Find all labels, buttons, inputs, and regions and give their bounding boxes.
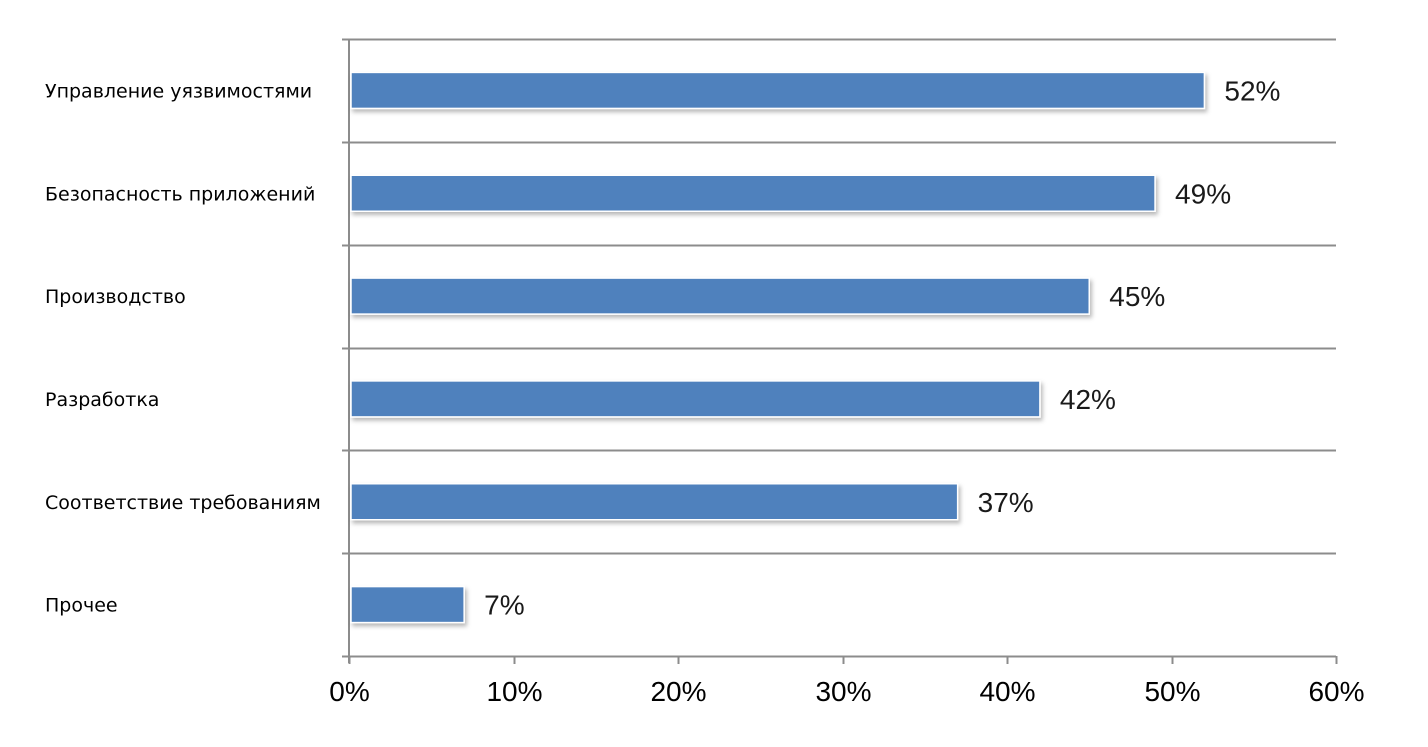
x-tick-label: 60% bbox=[1308, 676, 1364, 707]
category-label: Прочее bbox=[45, 595, 118, 617]
x-tick-label: 10% bbox=[486, 676, 542, 707]
category-label: Управление уязвимостями bbox=[45, 80, 312, 102]
data-label: 7% bbox=[484, 590, 524, 621]
data-label: 42% bbox=[1060, 384, 1116, 415]
gridlines bbox=[349, 38, 1336, 658]
bar bbox=[350, 174, 1156, 212]
x-tick-label: 30% bbox=[815, 676, 871, 707]
data-label: 52% bbox=[1224, 75, 1280, 106]
category-label: Производство bbox=[45, 286, 186, 308]
category-label: Безопасность приложений bbox=[45, 183, 315, 205]
bar bbox=[350, 483, 959, 521]
data-label: 37% bbox=[978, 487, 1034, 518]
x-tick-label: 20% bbox=[650, 676, 706, 707]
category-label: Разработка bbox=[45, 389, 159, 411]
axes bbox=[342, 38, 1338, 664]
data-label: 49% bbox=[1175, 178, 1231, 209]
bar bbox=[350, 71, 1206, 110]
bar bbox=[350, 277, 1090, 315]
category-label: Соответствие требованиям bbox=[45, 492, 321, 514]
x-tick-label: 0% bbox=[329, 676, 369, 707]
data-label: 45% bbox=[1109, 281, 1165, 312]
x-tick-label: 40% bbox=[979, 676, 1035, 707]
bar bbox=[350, 380, 1041, 418]
bars bbox=[350, 71, 1206, 624]
labels: 0% 10% 20% 30% 40% 50% 60% Управление уязвимост… bbox=[45, 75, 1365, 707]
x-tick-label: 50% bbox=[1144, 676, 1200, 707]
bar bbox=[350, 585, 465, 624]
